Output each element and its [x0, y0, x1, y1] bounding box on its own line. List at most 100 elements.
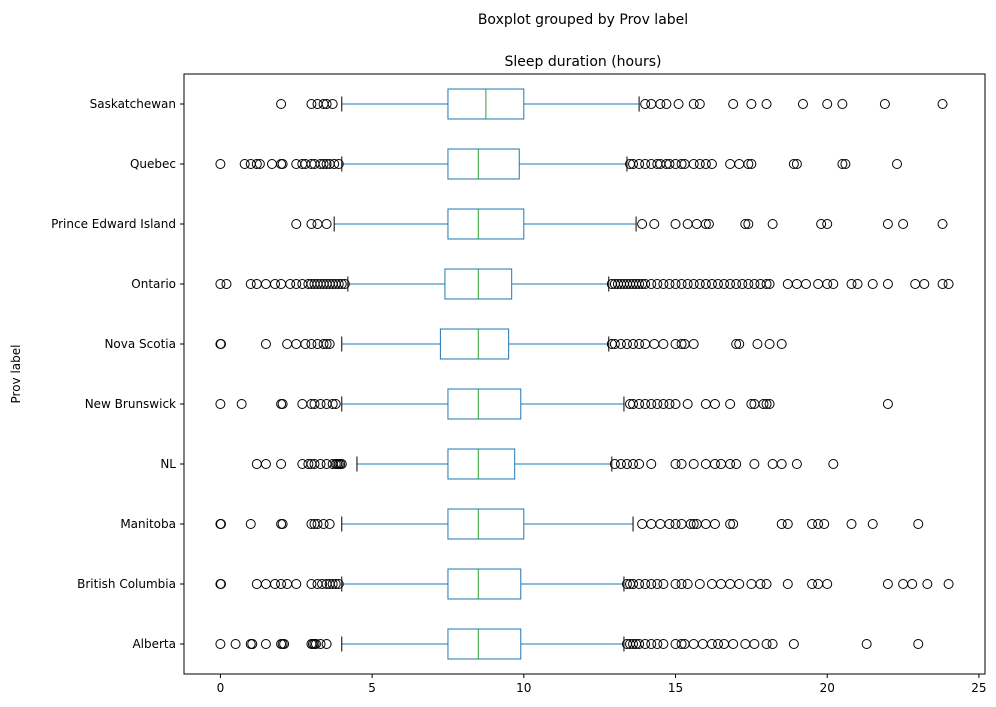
- outlier-point: [260, 339, 271, 349]
- outlier-point: [688, 339, 699, 349]
- outlier-point: [709, 399, 720, 409]
- outlier-point: [731, 279, 742, 289]
- outlier-point: [628, 579, 639, 589]
- outlier-point: [676, 459, 687, 469]
- outlier-point: [682, 279, 693, 289]
- outlier-point: [782, 279, 793, 289]
- outlier-point: [640, 579, 651, 589]
- outlier-point: [317, 579, 328, 589]
- outlier-point: [670, 459, 681, 469]
- outlier-point: [797, 99, 808, 109]
- box: [439, 328, 510, 360]
- outlier-point: [215, 279, 226, 289]
- outlier-point: [782, 519, 793, 529]
- y-tick-label: Quebec: [130, 157, 176, 171]
- outlier-point: [700, 279, 711, 289]
- outlier-point: [813, 579, 824, 589]
- outlier-point: [688, 459, 699, 469]
- outlier-point: [882, 279, 893, 289]
- box: [447, 388, 522, 420]
- outlier-point: [767, 459, 778, 469]
- outlier-point: [327, 579, 338, 589]
- outlier-point: [791, 279, 802, 289]
- outlier-point: [236, 399, 247, 409]
- outlier-point: [725, 399, 736, 409]
- outlier-point: [615, 459, 626, 469]
- outlier-point: [776, 519, 787, 529]
- outlier-point: [755, 579, 766, 589]
- outlier-point: [746, 99, 757, 109]
- outlier-point: [697, 639, 708, 649]
- outlier-point: [764, 279, 775, 289]
- outlier-point: [749, 279, 760, 289]
- box: [447, 508, 525, 540]
- outlier-point: [318, 519, 329, 529]
- outlier-point: [813, 279, 824, 289]
- outlier-point: [791, 459, 802, 469]
- outlier-point: [215, 639, 226, 649]
- outlier-point: [646, 519, 657, 529]
- outlier-point: [270, 279, 281, 289]
- outlier-point: [637, 519, 648, 529]
- outlier-point: [913, 519, 924, 529]
- outlier-point: [621, 339, 632, 349]
- outlier-point: [922, 579, 933, 589]
- outlier-point: [682, 399, 693, 409]
- outlier-point: [285, 279, 296, 289]
- outlier-point: [336, 279, 347, 289]
- outlier-point: [713, 279, 723, 289]
- outlier-point: [276, 459, 287, 469]
- outlier-point: [321, 639, 332, 649]
- outlier-point: [734, 339, 745, 349]
- outlier-point: [892, 159, 903, 169]
- outlier-point: [700, 159, 711, 169]
- outlier-point: [652, 279, 663, 289]
- outlier-point: [749, 459, 760, 469]
- outlier-point: [800, 279, 811, 289]
- outlier-point: [676, 339, 687, 349]
- outlier-point: [937, 279, 948, 289]
- outlier-point: [339, 279, 350, 289]
- outlier-point: [297, 399, 308, 409]
- outlier-point: [621, 579, 632, 589]
- outlier-point: [634, 339, 645, 349]
- outlier-point: [658, 279, 669, 289]
- outlier-point: [725, 459, 736, 469]
- outlier-point: [634, 159, 645, 169]
- outlier-point: [882, 219, 893, 229]
- outlier-point: [828, 459, 839, 469]
- outlier-point: [937, 99, 948, 109]
- outlier-point: [640, 399, 651, 409]
- outlier-point: [694, 279, 705, 289]
- outlier-point: [822, 99, 833, 109]
- outlier-point: [706, 279, 717, 289]
- outlier-point: [312, 219, 323, 229]
- outlier-point: [646, 459, 657, 469]
- outlier-point: [943, 279, 954, 289]
- outlier-point: [658, 579, 669, 589]
- outlier-point: [898, 579, 909, 589]
- outlier-point: [658, 339, 669, 349]
- outlier-point: [260, 579, 271, 589]
- outlier-point: [882, 579, 893, 589]
- outlier-point: [634, 639, 645, 649]
- outlier-point: [329, 159, 340, 169]
- outlier-point: [251, 279, 262, 289]
- outlier-point: [321, 219, 332, 229]
- outlier-point: [221, 279, 232, 289]
- outlier-point: [266, 159, 277, 169]
- outlier-point: [758, 399, 769, 409]
- outlier-point: [245, 279, 256, 289]
- outlier-point: [746, 159, 757, 169]
- outlier-point: [251, 459, 262, 469]
- outlier-point: [327, 399, 338, 409]
- outlier-point: [306, 219, 317, 229]
- chart-title: Sleep duration (hours): [505, 54, 662, 70]
- outlier-point: [330, 579, 341, 589]
- outlier-point: [312, 519, 323, 529]
- outlier-point: [216, 519, 227, 529]
- outlier-point: [764, 339, 775, 349]
- outlier-point: [867, 279, 878, 289]
- outlier-point: [315, 639, 326, 649]
- box: [447, 448, 516, 480]
